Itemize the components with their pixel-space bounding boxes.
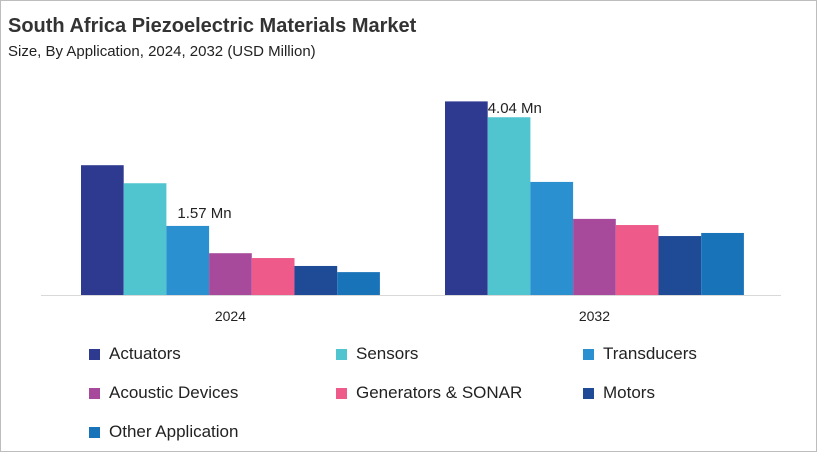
bar-sensors-2024 bbox=[123, 183, 167, 295]
bar-actuators-2032 bbox=[445, 101, 488, 296]
legend-swatch bbox=[583, 348, 594, 360]
chart-subtitle: Size, By Application, 2024, 2032 (USD Mi… bbox=[8, 43, 316, 60]
bar-transducers-2024 bbox=[166, 225, 210, 295]
bar-other-application-2032 bbox=[701, 232, 744, 295]
data-label: 1.57 Mn bbox=[177, 205, 231, 222]
legend-swatch bbox=[336, 387, 347, 399]
legend-label: Sensors bbox=[356, 344, 419, 363]
bar-transducers-2032 bbox=[530, 181, 574, 295]
legend-swatch bbox=[89, 348, 100, 360]
bar-actuators-2024 bbox=[81, 165, 124, 295]
legend-item: Actuators bbox=[89, 344, 181, 364]
bar-generators-sonar-2032 bbox=[615, 225, 659, 295]
x-tick-label: 2024 bbox=[215, 308, 246, 324]
legend-item: Motors bbox=[583, 383, 655, 403]
legend-swatch bbox=[89, 387, 100, 399]
chart-title: South Africa Piezoelectric Materials Mar… bbox=[8, 15, 417, 37]
bar-acoustic-devices-2024 bbox=[209, 253, 252, 295]
x-tick-label: 2032 bbox=[579, 308, 610, 324]
legend-label: Motors bbox=[603, 383, 655, 402]
bar-motors-2032 bbox=[658, 236, 702, 295]
legend-label: Transducers bbox=[603, 344, 697, 363]
legend-label: Other Application bbox=[109, 422, 239, 441]
bar-acoustic-devices-2032 bbox=[573, 218, 616, 295]
data-label: 4.04 Mn bbox=[488, 100, 542, 117]
bar-sensors-2032 bbox=[487, 117, 531, 296]
legend-item: Generators & SONAR bbox=[336, 383, 522, 403]
bar-motors-2024 bbox=[294, 265, 338, 295]
bar-other-application-2024 bbox=[337, 272, 380, 295]
legend-item: Other Application bbox=[89, 422, 238, 442]
legend-swatch bbox=[336, 348, 347, 360]
legend-swatch bbox=[89, 426, 100, 438]
bar-generators-sonar-2024 bbox=[251, 258, 295, 295]
legend-swatch bbox=[583, 387, 594, 399]
legend-label: Actuators bbox=[109, 344, 181, 363]
legend-label: Acoustic Devices bbox=[109, 383, 239, 402]
legend-item: Acoustic Devices bbox=[89, 383, 238, 403]
legend-label: Generators & SONAR bbox=[356, 383, 523, 402]
legend-item: Sensors bbox=[336, 344, 418, 364]
legend-item: Transducers bbox=[583, 344, 697, 364]
